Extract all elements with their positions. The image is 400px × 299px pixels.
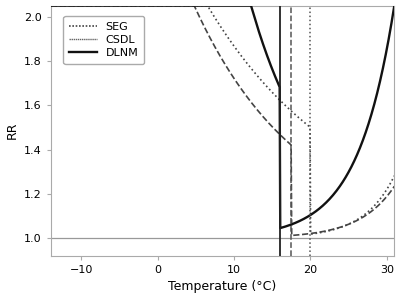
X-axis label: Temperature (°C): Temperature (°C): [168, 280, 277, 293]
Y-axis label: RR: RR: [6, 122, 18, 139]
Legend: SEG, CSDL, DLNM: SEG, CSDL, DLNM: [63, 16, 144, 64]
